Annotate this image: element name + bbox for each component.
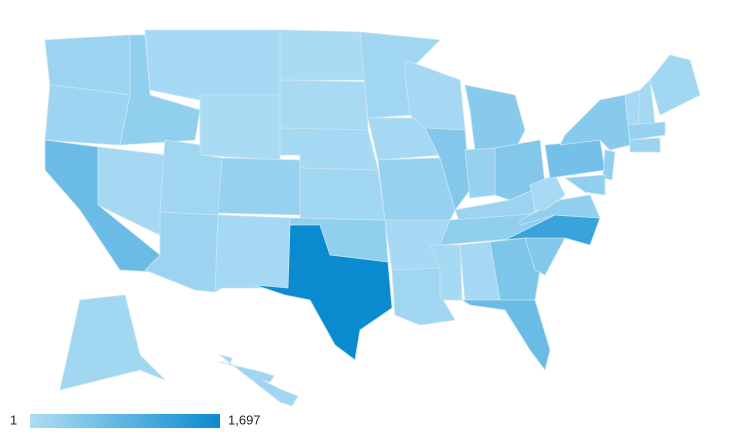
region bbox=[429, 244, 463, 301]
region bbox=[218, 354, 299, 407]
region bbox=[627, 121, 666, 141]
region bbox=[44, 84, 131, 146]
region bbox=[649, 54, 701, 116]
region bbox=[279, 79, 369, 131]
region bbox=[564, 174, 606, 196]
region bbox=[59, 294, 166, 391]
legend-min-label: 1 bbox=[10, 412, 17, 427]
region bbox=[119, 34, 201, 146]
region bbox=[299, 167, 386, 221]
region bbox=[254, 224, 393, 361]
region bbox=[424, 127, 471, 211]
region bbox=[377, 157, 456, 221]
region bbox=[624, 89, 641, 126]
region bbox=[629, 137, 661, 153]
region bbox=[279, 29, 366, 81]
region bbox=[559, 94, 631, 151]
region bbox=[217, 157, 301, 216]
region bbox=[464, 147, 496, 199]
region bbox=[144, 29, 281, 101]
region bbox=[519, 194, 601, 226]
region bbox=[464, 84, 526, 151]
color-legend-bar bbox=[30, 414, 220, 428]
region bbox=[461, 299, 551, 371]
region bbox=[199, 94, 281, 161]
region bbox=[602, 149, 616, 181]
region bbox=[544, 139, 606, 179]
region bbox=[214, 214, 291, 293]
legend-max-label: 1,697 bbox=[228, 412, 261, 427]
